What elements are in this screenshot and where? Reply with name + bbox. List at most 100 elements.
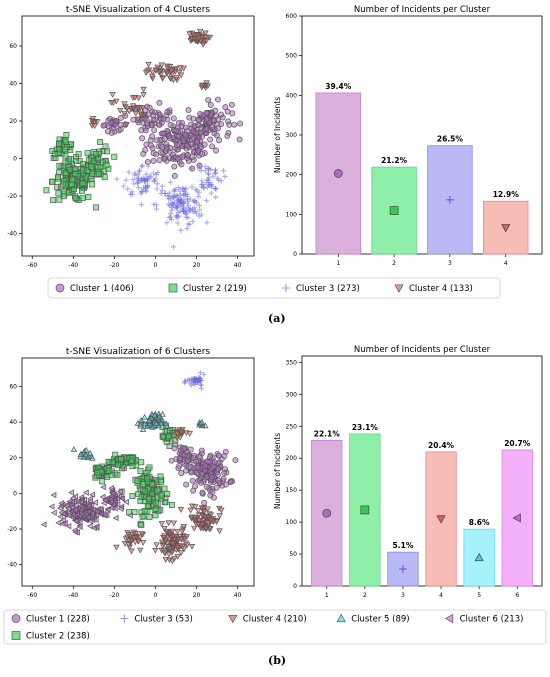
- scatter-point: [135, 178, 141, 184]
- scatter-point: [215, 96, 221, 103]
- tsne6-xtick-label: -40: [68, 592, 78, 599]
- bar6-xtick-label: 5: [477, 592, 481, 599]
- scatter-point: [73, 517, 79, 525]
- scatter-point: [173, 75, 180, 81]
- tsne4-ytick-label: -40: [7, 231, 17, 238]
- tsne6-xtick-label: -20: [109, 592, 119, 599]
- scatter-point: [149, 423, 156, 430]
- scatter-point: [140, 86, 147, 93]
- scatter-point: [207, 136, 214, 143]
- scatter-point: [101, 511, 108, 519]
- scatter-point: [165, 551, 173, 558]
- scatter-point: [189, 153, 196, 160]
- scatter-point: [182, 540, 190, 547]
- scatter-point: [162, 557, 169, 563]
- legend-marker: [228, 614, 238, 624]
- legend-4-clusters-frame: [47, 277, 501, 299]
- scatter-point: [123, 121, 130, 128]
- scatter-point: [72, 528, 79, 536]
- scatter-point: [216, 452, 222, 459]
- scatter-point: [92, 151, 99, 157]
- tsne4-ytick-label: 60: [9, 43, 17, 50]
- scatter-point: [171, 244, 177, 250]
- scatter-point: [78, 498, 84, 505]
- scatter-point: [170, 202, 177, 208]
- bar6-ytick-label: 250: [286, 423, 298, 430]
- scatter-point: [205, 170, 212, 177]
- scatter-point: [171, 556, 178, 562]
- scatter-point: [93, 204, 100, 211]
- scatter-point: [84, 514, 91, 521]
- scatter-point: [188, 382, 194, 388]
- scatter-point: [184, 205, 190, 211]
- scatter-point: [221, 453, 228, 459]
- scatter-point: [62, 170, 69, 176]
- bar4-ytick-label: 100: [286, 211, 298, 218]
- scatter-point: [109, 490, 116, 497]
- scatter-point: [191, 36, 198, 42]
- tsne4-xtick-label: 0: [154, 262, 158, 269]
- scatter-point: [146, 111, 152, 118]
- scatter-point: [151, 412, 158, 418]
- bar-percent-label: 26.5%: [437, 135, 464, 144]
- scatter-point: [199, 522, 206, 529]
- scatter-point: [117, 121, 124, 128]
- scatter-point: [190, 134, 196, 141]
- scatter-point: [129, 103, 137, 110]
- scatter-point: [89, 170, 96, 177]
- scatter-point: [83, 446, 90, 453]
- scatter-point: [180, 523, 187, 530]
- scatter-point: [197, 207, 203, 213]
- scatter-point: [205, 514, 212, 521]
- scatter-point: [89, 116, 97, 122]
- scatter-point: [209, 143, 216, 150]
- legend-label: Cluster 1 (406): [70, 284, 134, 294]
- scatter-point: [69, 504, 75, 511]
- scatter-point: [187, 463, 194, 470]
- scatter-point: [72, 171, 79, 178]
- bar6-xtick-label: 3: [401, 592, 405, 599]
- scatter-point: [177, 507, 185, 513]
- scatter-point: [174, 205, 180, 211]
- scatter-point: [199, 489, 206, 496]
- tsne4-title: t-SNE Visualization of 4 Clusters: [66, 5, 211, 15]
- scatter-point: [182, 378, 188, 384]
- tsne6-title: t-SNE Visualization of 6 Clusters: [66, 347, 211, 357]
- bar4-ytick-label: 500: [286, 53, 298, 60]
- tsne4-chart: t-SNE Visualization of 4 Clusters -60 -40 -…: [7, 5, 255, 269]
- scatter-point: [153, 151, 160, 158]
- scatter-point: [82, 511, 89, 518]
- scatter-point: [201, 467, 208, 474]
- scatter-point: [167, 135, 174, 142]
- scatter-point: [77, 450, 84, 457]
- scatter-point: [89, 181, 96, 188]
- scatter-point: [190, 32, 198, 39]
- scatter-point: [137, 417, 145, 423]
- scatter-point: [132, 110, 140, 117]
- scatter-point: [150, 157, 157, 164]
- scatter-point: [176, 198, 182, 205]
- scatter-point: [204, 220, 210, 226]
- scatter-point: [84, 167, 91, 174]
- scatter-point: [194, 508, 202, 514]
- scatter-point: [85, 156, 92, 163]
- scatter-point: [223, 481, 229, 488]
- scatter-point: [180, 138, 187, 144]
- bar6-ytick-label: 50: [289, 551, 297, 558]
- scatter-point: [224, 108, 231, 115]
- scatter-point: [131, 94, 139, 101]
- scatter-point: [222, 173, 228, 180]
- scatter-point: [178, 161, 185, 168]
- scatter-point: [50, 509, 57, 516]
- scatter-point: [174, 155, 181, 162]
- scatter-point: [155, 69, 163, 76]
- scatter-point: [152, 420, 160, 426]
- scatter-point: [203, 109, 210, 116]
- scatter-point: [145, 67, 153, 74]
- scatter-point: [174, 431, 181, 438]
- scatter-point: [55, 519, 62, 527]
- scatter-point: [156, 111, 163, 118]
- scatter-point: [154, 487, 161, 494]
- tsne4-frame: [21, 15, 255, 257]
- scatter-point: [178, 429, 185, 436]
